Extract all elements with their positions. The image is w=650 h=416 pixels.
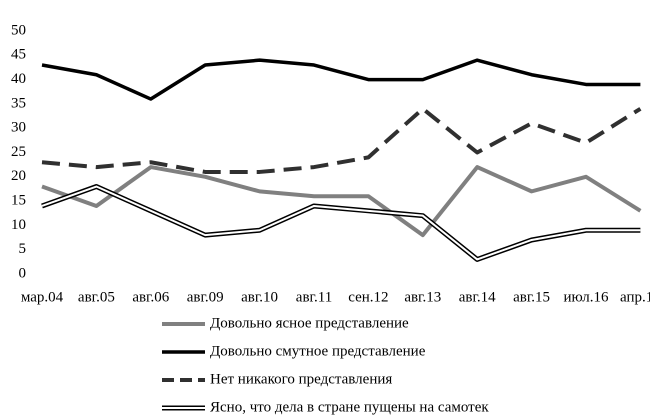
legend-label: Ясно, что дела в стране пущены на самоте… bbox=[210, 399, 489, 415]
y-tick-label: 20 bbox=[11, 168, 26, 184]
x-tick-label: мар.04 bbox=[21, 289, 64, 305]
series-line bbox=[41, 165, 642, 238]
y-tick-label: 15 bbox=[11, 193, 26, 209]
x-tick-label: июл.16 bbox=[563, 289, 609, 305]
x-tick-label: авг.06 bbox=[132, 289, 169, 305]
series-line-inner bbox=[41, 185, 641, 261]
x-tick-label: авг.13 bbox=[404, 289, 441, 305]
x-tick-label: авг.14 bbox=[459, 289, 496, 305]
y-tick-label: 10 bbox=[11, 217, 26, 233]
legend-label: Довольно ясное представление bbox=[210, 315, 409, 331]
legend-label: Довольно смутное представление bbox=[210, 343, 426, 359]
y-tick-label: 30 bbox=[11, 120, 26, 136]
y-tick-label: 50 bbox=[11, 22, 26, 38]
x-tick-label: авг.05 bbox=[78, 289, 115, 305]
y-tick-label: 40 bbox=[11, 71, 26, 87]
series-line bbox=[41, 106, 642, 174]
x-tick-label: авг.15 bbox=[513, 289, 550, 305]
y-tick-label: 0 bbox=[19, 265, 27, 281]
y-tick-label: 25 bbox=[11, 144, 26, 160]
x-tick-label: авг.11 bbox=[296, 289, 332, 305]
x-tick-label: авг.09 bbox=[187, 289, 224, 305]
y-tick-label: 5 bbox=[19, 241, 27, 257]
y-tick-label: 35 bbox=[11, 95, 26, 111]
legend-label: Нет никакого представления bbox=[210, 371, 392, 387]
y-tick-label: 45 bbox=[11, 47, 26, 63]
x-tick-label: авг.10 bbox=[241, 289, 278, 305]
x-tick-label: сен.12 bbox=[348, 289, 388, 305]
series-line bbox=[41, 58, 641, 101]
x-tick-label: апр.17 bbox=[620, 289, 650, 305]
